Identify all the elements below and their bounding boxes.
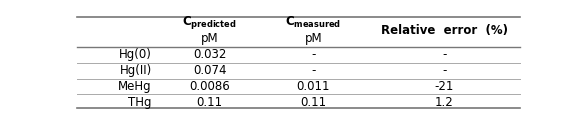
Text: 0.011: 0.011: [297, 80, 330, 93]
Text: -: -: [442, 48, 447, 61]
Text: $\mathbf{C_{measured}}$: $\mathbf{C_{measured}}$: [286, 15, 342, 30]
Text: Hg(0): Hg(0): [119, 48, 152, 61]
Text: Hg(II): Hg(II): [120, 64, 152, 77]
Text: -: -: [311, 48, 315, 61]
Text: 0.0086: 0.0086: [189, 80, 230, 93]
Text: $\mathbf{C_{predicted}}$: $\mathbf{C_{predicted}}$: [182, 14, 237, 31]
Text: THg: THg: [128, 96, 152, 109]
Text: 0.032: 0.032: [193, 48, 226, 61]
Text: 0.11: 0.11: [196, 96, 223, 109]
Text: -: -: [311, 64, 315, 77]
Text: Relative  error  (%): Relative error (%): [381, 24, 508, 37]
Text: MeHg: MeHg: [118, 80, 152, 93]
Text: 0.074: 0.074: [193, 64, 226, 77]
Text: 1.2: 1.2: [435, 96, 454, 109]
Text: pM: pM: [201, 32, 219, 45]
Text: -21: -21: [435, 80, 454, 93]
Text: pM: pM: [305, 32, 322, 45]
Text: 0.11: 0.11: [300, 96, 326, 109]
Text: -: -: [442, 64, 447, 77]
